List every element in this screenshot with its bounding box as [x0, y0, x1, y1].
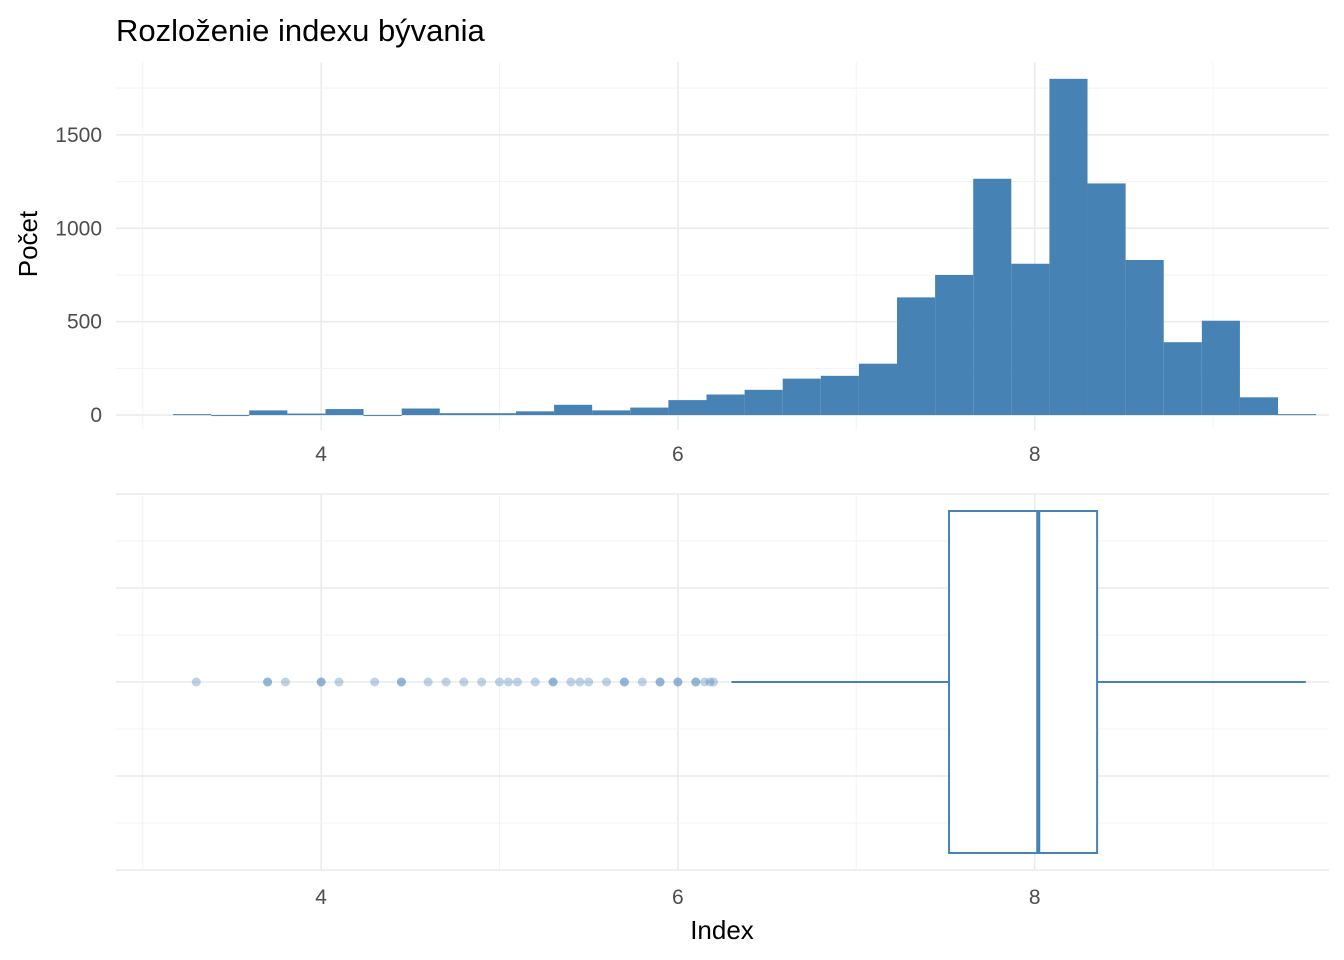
outlier-point	[495, 677, 505, 687]
x-tick-label: 6	[672, 443, 684, 466]
histogram-bar	[935, 274, 974, 416]
histogram-y-tick-labels: 0 500 1000 1500	[55, 124, 102, 427]
histogram-bar	[858, 363, 898, 416]
outlier-point	[637, 677, 647, 687]
y-tick-label: 0	[90, 404, 102, 427]
histogram-panel: 0 500 1000 1500 4 6 8 Počet	[13, 62, 1329, 466]
outlier-point	[459, 677, 469, 687]
outlier-point	[423, 677, 433, 687]
histogram-bars	[173, 78, 1317, 417]
outlier-point	[396, 677, 406, 687]
histogram-bar	[401, 408, 440, 416]
x-tick-label: 4	[315, 886, 327, 909]
outlier-point	[263, 677, 273, 687]
outlier-point	[477, 677, 487, 687]
histogram-bar	[439, 413, 478, 416]
histogram-bar	[782, 378, 821, 416]
outlier-point	[191, 677, 201, 687]
outlier-point	[503, 677, 513, 687]
outlier-point	[280, 677, 290, 687]
histogram-bar	[1201, 320, 1240, 416]
histogram-bar	[630, 407, 669, 416]
histogram-bar	[173, 414, 212, 416]
histogram-bar	[1163, 342, 1202, 416]
histogram-bar	[744, 389, 783, 416]
histogram-bar	[592, 410, 631, 416]
histogram-bar	[287, 413, 326, 416]
y-tick-label: 1000	[55, 217, 102, 240]
outlier-point	[602, 677, 612, 687]
outlier-point	[705, 677, 715, 687]
outlier-point	[655, 677, 665, 687]
outlier-point	[700, 677, 710, 687]
x-tick-label: 8	[1029, 886, 1041, 909]
histogram-bar	[973, 178, 1012, 416]
outlier-point	[575, 677, 585, 687]
histogram-y-axis-title: Počet	[13, 210, 43, 277]
outlier-point	[619, 677, 629, 687]
boxplot-outliers	[191, 677, 719, 687]
x-tick-label: 8	[1029, 443, 1041, 466]
x-tick-label: 4	[315, 443, 327, 466]
boxplot-x-tick-labels: 4 6 8	[315, 886, 1040, 909]
y-tick-label: 1500	[55, 124, 102, 147]
histogram-bar	[1125, 260, 1164, 416]
outlier-point	[673, 677, 683, 687]
histogram-bar	[897, 297, 936, 416]
outlier-point	[709, 677, 719, 687]
outlier-point	[584, 677, 594, 687]
outlier-point	[530, 677, 540, 687]
outlier-point	[548, 677, 558, 687]
outlier-point	[370, 677, 380, 687]
outlier-point	[691, 677, 701, 687]
boxplot-x-axis-title: Index	[690, 915, 754, 945]
histogram-bar	[820, 375, 859, 416]
histogram-bar	[477, 413, 516, 416]
histogram-bar	[1049, 78, 1088, 416]
outlier-point	[316, 677, 326, 687]
outlier-point	[512, 677, 522, 687]
outlier-point	[396, 677, 406, 687]
outlier-point	[441, 677, 451, 687]
boxplot	[731, 510, 1306, 854]
histogram-bar	[668, 400, 707, 416]
histogram-bar	[1011, 263, 1050, 416]
outlier-point	[673, 677, 683, 687]
interquartile-box	[948, 510, 1099, 854]
outlier-point	[263, 677, 273, 687]
outlier-point	[619, 677, 629, 687]
outlier-point	[566, 677, 576, 687]
histogram-bar	[211, 415, 250, 417]
histogram-bar	[1087, 183, 1126, 416]
histogram-bar	[325, 409, 364, 416]
outlier-point	[548, 677, 558, 687]
chart-title: Rozloženie indexu bývania	[116, 13, 486, 48]
histogram-bar	[249, 410, 288, 416]
histogram-bar	[706, 394, 745, 416]
x-tick-label: 6	[672, 886, 684, 909]
boxplot-panel: 4 6 8 Index	[116, 493, 1329, 945]
outlier-point	[334, 677, 344, 687]
histogram-bar	[554, 404, 593, 416]
histogram-bar	[1239, 397, 1279, 416]
outlier-point	[691, 677, 701, 687]
histogram-bar	[1278, 414, 1317, 416]
histogram-bar	[515, 411, 555, 416]
histogram-x-tick-labels: 4 6 8	[315, 443, 1040, 466]
outlier-point	[316, 677, 326, 687]
outlier-point	[655, 677, 665, 687]
y-tick-label: 500	[67, 311, 102, 334]
histogram-bar	[363, 415, 402, 417]
